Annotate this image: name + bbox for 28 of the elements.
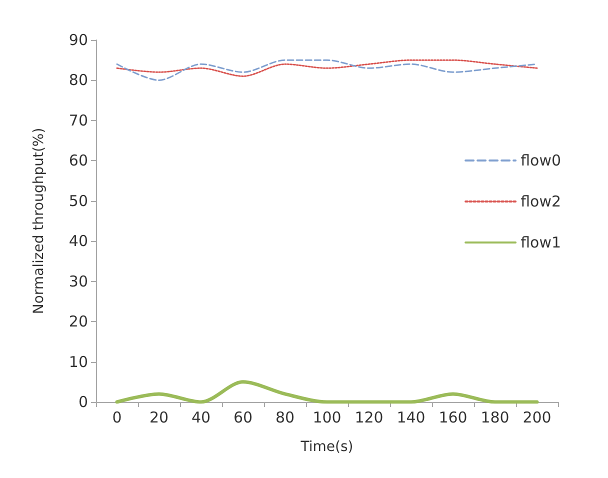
y-tick-label: 20 (68, 312, 88, 331)
y-tick-label: 90 (68, 31, 88, 49)
x-tick-label: 200 (522, 408, 552, 426)
y-tick-label: 0 (78, 393, 88, 411)
y-axis-title: Normalized throughput(%) (31, 128, 47, 314)
y-tick-label: 10 (68, 352, 88, 371)
x-axis-title: Time(s) (300, 439, 354, 455)
x-tick-label: 160 (438, 408, 468, 426)
y-tick-label: 60 (68, 152, 88, 170)
legend-label: flow1 (520, 234, 561, 252)
x-tick-label: 20 (149, 408, 169, 426)
y-tick-label: 70 (68, 111, 88, 130)
x-tick-label: 0 (112, 408, 122, 426)
x-tick-label: 120 (354, 408, 384, 426)
legend-label: flow0 (520, 152, 561, 170)
x-tick-label: 180 (480, 408, 510, 426)
x-tick-label: 80 (275, 408, 295, 426)
y-tick-label: 40 (68, 232, 88, 250)
x-tick-label: 100 (312, 408, 342, 426)
x-tick-label: 40 (191, 408, 211, 426)
x-tick-label: 60 (233, 408, 253, 426)
legend-label: flow2 (520, 192, 561, 210)
y-tick-label: 30 (68, 272, 88, 290)
line-series (116, 59, 538, 81)
line-series (116, 59, 538, 77)
x-tick-label: 140 (396, 408, 426, 426)
y-tick-label: 50 (68, 192, 88, 210)
y-tick-label: 80 (68, 71, 88, 90)
